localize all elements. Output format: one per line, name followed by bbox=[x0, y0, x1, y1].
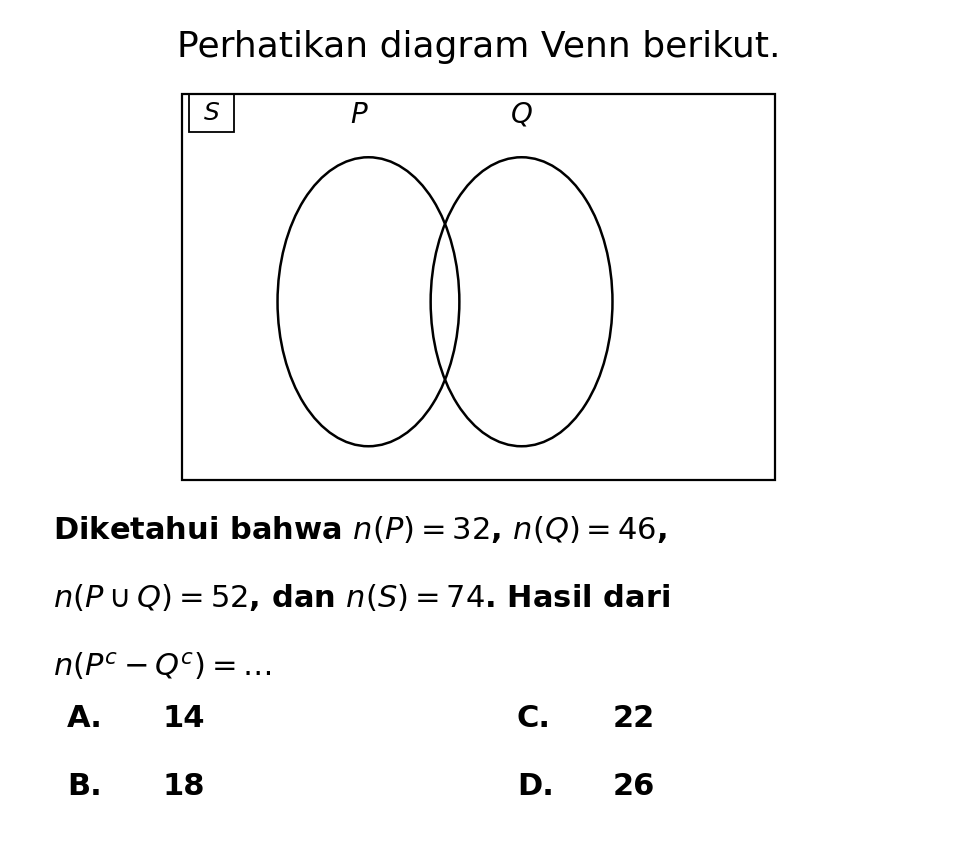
Text: Diketahui bahwa $n(P) = 32$, $n(Q) = 46$,: Diketahui bahwa $n(P) = 32$, $n(Q) = 46$… bbox=[53, 514, 666, 545]
Text: Q: Q bbox=[511, 101, 532, 128]
Text: A.: A. bbox=[67, 704, 102, 733]
Bar bbox=[182, 94, 775, 480]
Text: P: P bbox=[350, 101, 367, 128]
Text: $n(P^c - Q^c) = \ldots$: $n(P^c - Q^c) = \ldots$ bbox=[53, 650, 272, 683]
Text: C.: C. bbox=[517, 704, 551, 733]
Text: 14: 14 bbox=[163, 704, 205, 733]
Text: 26: 26 bbox=[612, 772, 655, 801]
Text: Perhatikan diagram Venn berikut.: Perhatikan diagram Venn berikut. bbox=[177, 30, 780, 64]
Text: S: S bbox=[204, 101, 219, 125]
Text: $n(P \cup Q) = 52$, dan $n(S) = 74$. Hasil dari: $n(P \cup Q) = 52$, dan $n(S) = 74$. Has… bbox=[53, 582, 670, 613]
Text: 22: 22 bbox=[612, 704, 655, 733]
Text: 18: 18 bbox=[163, 772, 205, 801]
Bar bbox=[189, 94, 234, 132]
Text: B.: B. bbox=[67, 772, 101, 801]
Text: D.: D. bbox=[517, 772, 554, 801]
